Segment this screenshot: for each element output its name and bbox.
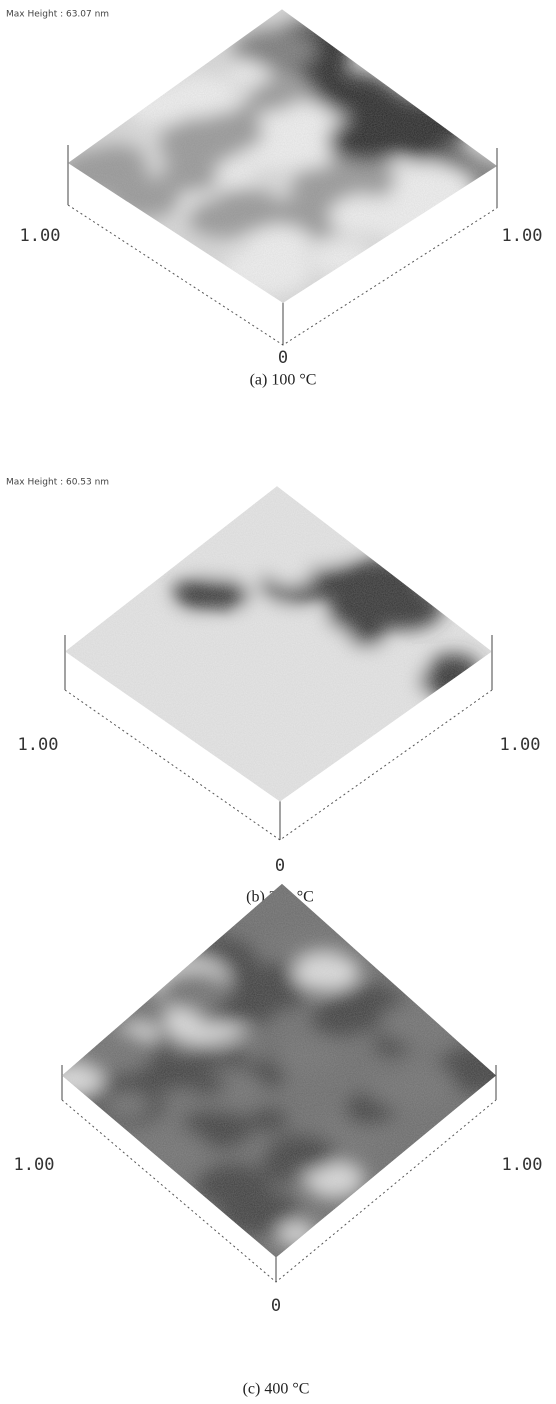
surface bbox=[0, 480, 556, 840]
axis-label-right: 1.00 bbox=[502, 1155, 543, 1175]
axis-label-origin: 0 bbox=[278, 348, 288, 368]
max-height-label: Max Height : 63.07 nm bbox=[6, 10, 109, 20]
axis-label-left: 1.00 bbox=[14, 1155, 55, 1175]
surface bbox=[0, 8, 556, 345]
panel-caption: (a) 100 °C bbox=[250, 372, 317, 389]
max-height-label: Max Height : 60.53 nm bbox=[6, 478, 109, 488]
grain bbox=[0, 8, 556, 345]
panel-caption: (c) 400 °C bbox=[243, 1381, 310, 1398]
grain bbox=[0, 858, 556, 1282]
afm-panel bbox=[0, 480, 556, 840]
surface bbox=[0, 858, 556, 1282]
axis-label-origin: 0 bbox=[271, 1296, 281, 1316]
afm-panel bbox=[0, 858, 556, 1282]
axis-label-left: 1.00 bbox=[18, 735, 59, 755]
axis-label-right: 1.00 bbox=[500, 735, 541, 755]
grain bbox=[0, 480, 556, 840]
axis-label-right: 1.00 bbox=[502, 226, 543, 246]
figure: Max Height : 63.07 nm 1.00 1.00 0 (a) 100 °C… bbox=[0, 0, 556, 1404]
afm-panel bbox=[0, 8, 556, 345]
axis-label-left: 1.00 bbox=[20, 226, 61, 246]
axis-label-origin: 0 bbox=[275, 856, 285, 876]
